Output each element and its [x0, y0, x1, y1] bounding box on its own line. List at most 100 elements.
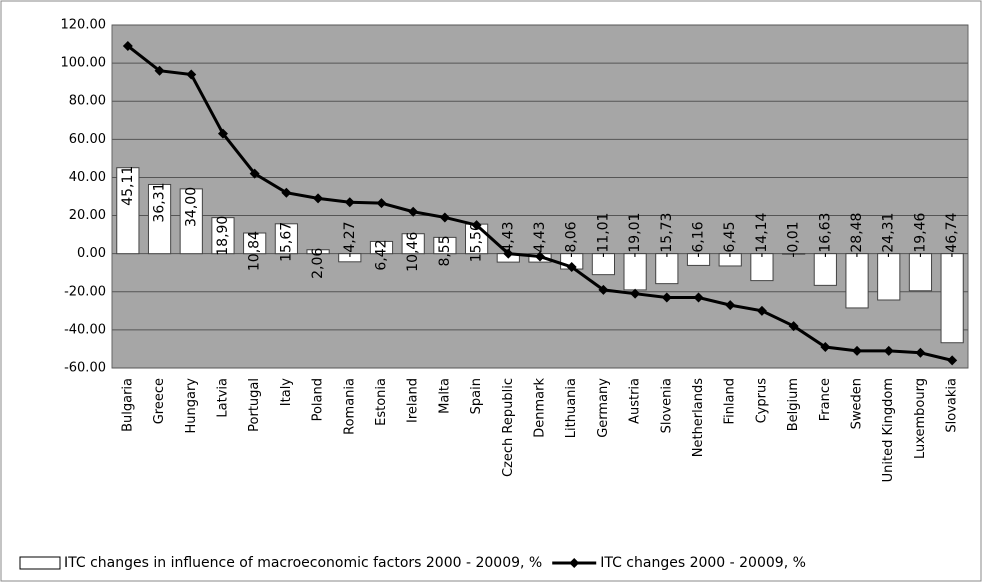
line-marker — [883, 345, 894, 356]
line-marker — [598, 284, 609, 295]
x-tick-label: Luxembourg — [913, 378, 928, 459]
y-tick-label: 120.00 — [61, 18, 107, 33]
x-tick-label: Austria — [628, 378, 643, 424]
bar — [401, 233, 425, 255]
x-tick-label: Denmark — [533, 378, 548, 438]
line-marker — [249, 168, 260, 179]
line-marker — [947, 355, 958, 366]
bar — [782, 253, 806, 255]
legend-swatch — [19, 556, 61, 570]
line-marker — [122, 40, 133, 51]
value-label: 34,00 — [183, 187, 199, 227]
line-marker — [630, 288, 641, 299]
bar — [338, 253, 362, 263]
x-tick-label: Romania — [342, 378, 357, 435]
line-marker — [344, 197, 355, 208]
y-tick-label: 60.00 — [69, 132, 106, 147]
bar — [147, 183, 172, 255]
line-marker — [915, 347, 926, 358]
line-marker — [503, 248, 514, 259]
x-tick-label: Portugal — [247, 378, 262, 432]
x-tick-label: Bulgaria — [120, 378, 135, 432]
y-tick-label: 0.00 — [77, 246, 106, 261]
bar — [655, 253, 679, 285]
y-tick-label: -60.00 — [64, 361, 106, 376]
bar — [274, 223, 298, 255]
line-marker — [471, 220, 482, 231]
bar — [718, 253, 742, 267]
x-tick-label: Italy — [279, 378, 294, 407]
line-marker — [852, 345, 863, 356]
bar — [116, 167, 140, 255]
value-label: -0,01 — [786, 221, 802, 257]
x-tick-label: Finland — [723, 378, 738, 424]
value-label: 15,67 — [278, 222, 294, 262]
value-label: -19,01 — [627, 213, 643, 258]
line-marker — [439, 212, 450, 223]
value-label: 36,31 — [152, 182, 168, 222]
value-label: 10,84 — [247, 231, 263, 271]
line-marker — [661, 292, 672, 303]
value-label: -4,27 — [342, 221, 358, 257]
value-label: -8,06 — [564, 221, 580, 257]
bar — [813, 253, 837, 286]
value-label: -46,74 — [944, 212, 960, 257]
bar — [845, 253, 869, 309]
value-label: -6,16 — [691, 221, 707, 257]
line-marker — [408, 206, 419, 217]
bar — [591, 253, 616, 276]
x-tick-label: Slovenia — [659, 378, 674, 433]
bar — [623, 253, 647, 291]
x-tick-label: Latvia — [215, 378, 230, 418]
line-marker — [186, 69, 197, 80]
bar — [433, 236, 457, 255]
bar — [179, 188, 203, 255]
value-label: -16,63 — [817, 213, 833, 258]
y-tick-label: 40.00 — [69, 170, 106, 185]
legend-label: ITC changes 2000 - 20009, % — [600, 555, 806, 571]
value-label: 18,90 — [215, 216, 231, 256]
x-tick-label: Czech Republic — [501, 378, 516, 477]
x-tick-label: Belgium — [786, 378, 801, 431]
line-marker — [217, 128, 228, 139]
line-marker — [376, 198, 387, 209]
line-marker — [281, 187, 292, 198]
bar — [750, 253, 774, 282]
y-tick-label: 100.00 — [61, 56, 107, 71]
line-marker — [820, 342, 831, 353]
line-marker — [535, 251, 545, 262]
line-marker — [154, 65, 165, 76]
bar — [877, 253, 901, 301]
x-tick-label: Cyprus — [754, 378, 769, 424]
value-label: -24,31 — [881, 213, 897, 258]
bar — [369, 240, 394, 255]
x-tick-label: Lithuania — [564, 378, 579, 438]
bar — [306, 249, 330, 255]
line-marker — [756, 305, 767, 316]
legend-label: ITC changes in influence of macroeconomi… — [64, 555, 542, 571]
value-label: -19,46 — [912, 212, 928, 257]
line-marker — [693, 292, 704, 303]
y-tick-label: -40.00 — [64, 322, 106, 337]
x-tick-label: Ireland — [406, 378, 421, 423]
x-tick-label: Spain — [469, 378, 484, 414]
x-tick-label: Estonia — [374, 378, 389, 426]
x-tick-label: Netherlands — [691, 378, 706, 457]
bar — [211, 217, 235, 255]
x-tick-label: Slovakia — [945, 378, 960, 433]
value-label: 6,42 — [373, 239, 389, 270]
line-marker — [313, 193, 324, 204]
x-tick-label: Greece — [152, 378, 167, 424]
x-tick-label: United Kingdom — [881, 378, 896, 482]
bar — [908, 253, 933, 292]
bar — [243, 232, 267, 255]
line-marker — [725, 300, 736, 311]
x-tick-label: Malta — [437, 378, 452, 414]
value-label: -11,01 — [595, 213, 611, 258]
x-tick-label: France — [818, 378, 833, 421]
legend-marker — [569, 558, 580, 568]
value-label: -4,43 — [532, 221, 548, 257]
y-tick-label: -20.00 — [64, 284, 106, 299]
value-label: -6,45 — [722, 221, 738, 257]
x-tick-label: Poland — [311, 378, 326, 421]
